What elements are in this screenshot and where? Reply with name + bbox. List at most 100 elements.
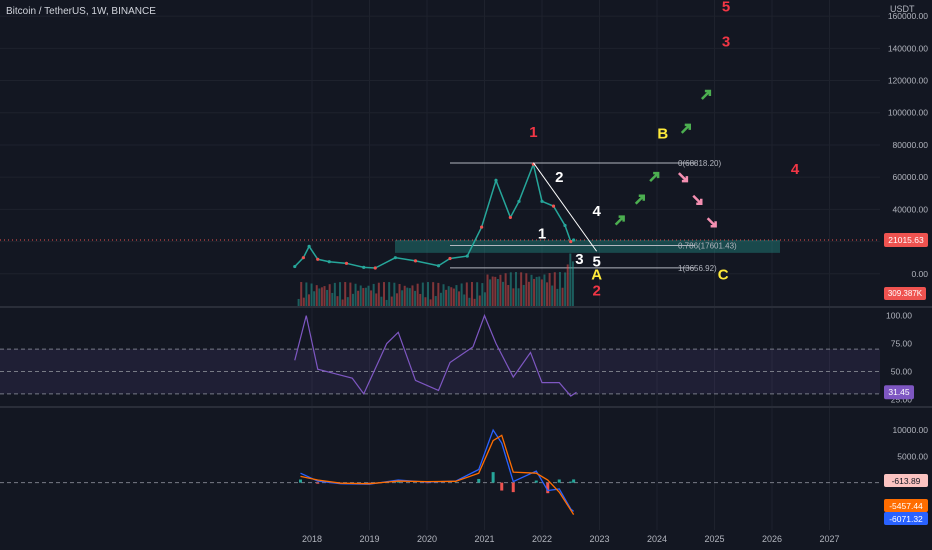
volume-bar: [478, 295, 481, 306]
volume-bar: [414, 290, 417, 306]
last-price-badge: [884, 232, 928, 247]
volume-bar: [452, 288, 455, 306]
y-tick-label: 140000.00: [888, 43, 928, 53]
volume-bar: [388, 282, 391, 306]
volume-bar: [375, 293, 378, 306]
volume-bar: [406, 287, 409, 306]
volume-bar: [390, 296, 393, 306]
signal-value-text: -6071.32: [889, 514, 923, 524]
volume-bar: [328, 284, 331, 306]
volume-bar: [494, 276, 497, 306]
y-tick-label: 60000.00: [893, 172, 929, 182]
macd-histogram-bar: [316, 482, 320, 484]
volume-bar: [538, 276, 541, 306]
macd-histogram-bar: [396, 481, 400, 483]
volume-bar: [468, 297, 471, 306]
volume-bar: [297, 298, 300, 306]
x-tick-label: 2026: [762, 534, 782, 544]
volume-bar: [408, 288, 411, 306]
volume-bar: [395, 293, 398, 306]
wave-label: 5: [722, 0, 730, 15]
macd-histogram-bar: [511, 482, 515, 493]
volume-bar: [313, 291, 316, 306]
volume-bar: [398, 283, 401, 306]
volume-bar: [571, 261, 574, 306]
volume-bar: [318, 288, 321, 306]
volume-bar: [533, 278, 536, 306]
volume-bar: [411, 285, 414, 306]
y-tick-label: 100000.00: [888, 108, 928, 118]
volume-bar: [543, 274, 546, 306]
volume-bar: [351, 293, 354, 306]
volume-bar: [432, 282, 435, 306]
volume-bar: [473, 298, 476, 306]
macd-y-tick-label: 10000.00: [893, 425, 929, 435]
volume-bar: [421, 282, 424, 306]
volume-bar: [380, 296, 383, 306]
price-point: [436, 264, 441, 268]
volume-bar: [346, 297, 349, 306]
wave-label: 4: [791, 161, 800, 178]
volume-bar: [357, 290, 360, 306]
price-point: [316, 257, 320, 261]
volume-bar: [553, 272, 556, 306]
price-point: [569, 239, 573, 244]
macd-histogram-bar: [477, 478, 481, 483]
volume-bar: [370, 290, 373, 306]
price-point: [293, 264, 297, 269]
macd-histogram-bar: [572, 479, 576, 483]
volume-bar: [336, 296, 339, 306]
price-point: [393, 256, 397, 260]
up-arrow-icon: [700, 89, 712, 100]
volume-bar: [517, 288, 520, 306]
volume-bar: [354, 283, 357, 306]
volume-bar: [463, 294, 466, 306]
down-arrow-icon: [692, 194, 703, 205]
price-point: [551, 204, 556, 208]
price-point: [563, 223, 567, 228]
volume-bar: [540, 279, 543, 306]
volume-bar: [427, 282, 429, 306]
volume-bar: [403, 285, 406, 306]
macd-histogram-text: -613.89: [892, 476, 921, 486]
macd-y-tick-label: 5000.00: [897, 451, 928, 461]
volume-bar: [331, 292, 334, 306]
x-tick-label: 2023: [589, 534, 609, 544]
volume-bar: [486, 274, 489, 306]
macd-value-badge: [884, 499, 928, 512]
volume-bar: [566, 264, 569, 306]
x-tick-label: 2025: [704, 534, 724, 544]
price-point: [480, 225, 484, 229]
price-point: [301, 256, 305, 260]
wave-label: 4: [592, 203, 601, 220]
volume-bar: [442, 284, 445, 306]
wave-label: 3: [575, 251, 583, 268]
x-tick-label: 2018: [302, 534, 322, 544]
volume-bar: [527, 281, 530, 306]
volume-bar: [445, 289, 448, 306]
volume-bar: [458, 291, 461, 306]
volume-bar: [525, 273, 528, 306]
macd-histogram-bar: [299, 479, 302, 483]
y-tick-label: 40000.00: [893, 204, 929, 214]
price-point: [517, 199, 521, 203]
volume-bar: [320, 287, 323, 306]
volume-bar: [481, 283, 484, 306]
volume-bar: [569, 253, 572, 306]
price-point: [540, 199, 544, 203]
volume-bar: [326, 289, 329, 306]
volume-bar: [439, 292, 442, 306]
volume-bar: [307, 294, 310, 306]
macd-histogram-bar: [500, 482, 504, 491]
rsi-y-tick-label: 100.00: [886, 311, 912, 321]
volume-bar: [341, 299, 344, 306]
y-tick-label: 80000.00: [893, 140, 929, 150]
volume-bar: [460, 283, 463, 306]
chart-title: Bitcoin / TetherUS, 1W, BINANCE: [6, 6, 156, 17]
signal-value-badge: [884, 512, 928, 525]
signal-line: [300, 434, 575, 515]
volume-bar: [362, 288, 365, 306]
volume-bar: [548, 273, 551, 306]
